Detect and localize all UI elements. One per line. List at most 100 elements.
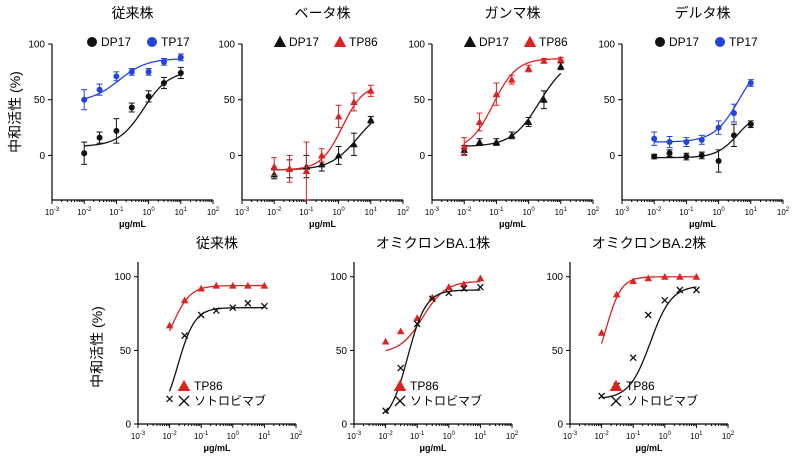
data-point <box>260 281 269 289</box>
data-point <box>367 116 375 123</box>
data-point <box>698 136 705 143</box>
data-point <box>302 167 311 175</box>
data-point <box>476 283 484 291</box>
legend-label: TP86 <box>349 35 378 49</box>
data-point <box>145 93 152 100</box>
legend-marker <box>609 379 623 391</box>
legend-marker <box>655 37 665 47</box>
data-point <box>460 280 468 288</box>
data-point <box>683 139 690 146</box>
data-point <box>644 274 653 282</box>
x-axis-label: μg/mL <box>419 443 447 453</box>
legend-label: TP86 <box>194 379 223 393</box>
data-point <box>428 293 437 301</box>
series-1 <box>651 120 754 173</box>
y-tick-label: 0 <box>609 151 615 162</box>
data-point <box>229 304 237 312</box>
y-tick-label: 50 <box>414 95 426 106</box>
x-axis-label: μg/mL <box>499 219 527 229</box>
y-tick-label: 0 <box>557 420 563 431</box>
y-tick-label: 0 <box>419 151 425 162</box>
chart-title: ガンマ株 <box>485 5 541 21</box>
x-tick-label: 10-1 <box>679 207 694 217</box>
data-point <box>128 68 135 75</box>
data-point <box>318 160 326 168</box>
series-1 <box>165 281 269 332</box>
data-point <box>181 332 189 340</box>
data-point <box>96 86 103 93</box>
x-tick-label: 101 <box>690 431 703 441</box>
data-point <box>629 277 637 285</box>
legend-marker <box>87 37 97 47</box>
x-tick-label: 101 <box>365 207 378 217</box>
x-tick-label: 100 <box>659 431 672 441</box>
y-tick-label: 0 <box>341 420 347 431</box>
legend-label: DP17 <box>289 35 319 49</box>
fit-curve <box>601 286 697 399</box>
data-point <box>730 132 737 139</box>
x-tick-label: 10-3 <box>45 207 60 217</box>
chart-panel-7: オミクロンBA.2株 0 50 100 10-3 10-2 10-1 100 101 102 μg/… <box>546 235 734 453</box>
data-point <box>524 64 533 72</box>
data-point <box>644 311 652 319</box>
x-tick-label: 10-3 <box>131 431 146 441</box>
legend-marker <box>333 35 347 47</box>
data-point <box>270 162 278 170</box>
data-point <box>160 80 167 86</box>
data-point <box>81 96 88 103</box>
data-point <box>492 90 501 98</box>
legend-label: ソトロビマブ <box>410 393 482 408</box>
data-point <box>113 73 120 80</box>
data-point <box>396 327 405 335</box>
data-point <box>730 110 737 117</box>
x-tick-label: 102 <box>290 431 303 441</box>
chart-panel-5: 従来株 0 50 100 10-3 10-2 10-1 100 101 102 μg/mL TP86ソ… <box>114 235 302 453</box>
series-1 <box>597 272 701 344</box>
data-point <box>475 118 484 125</box>
data-point <box>715 124 722 131</box>
y-tick-label: 100 <box>218 40 235 51</box>
data-point <box>145 68 152 75</box>
x-tick-label: 100 <box>332 207 345 217</box>
data-point <box>683 153 690 160</box>
data-point <box>413 320 421 328</box>
x-tick-label: 10-1 <box>489 207 504 217</box>
x-tick-label: 102 <box>207 207 220 217</box>
x-tick-label: 100 <box>522 207 535 217</box>
legend-marker <box>463 35 477 47</box>
y-tick-label: 50 <box>34 95 46 106</box>
x-tick-label: 10-1 <box>109 207 124 217</box>
data-point <box>81 150 88 157</box>
data-point <box>166 395 174 403</box>
data-point <box>460 285 468 292</box>
y-tick-label: 0 <box>125 420 131 431</box>
data-point <box>508 75 516 83</box>
data-point <box>597 328 606 336</box>
data-point <box>692 286 700 294</box>
x-axis-label: μg/mL <box>119 219 147 229</box>
y-tick-label: 100 <box>114 272 131 283</box>
y-tick-label: 50 <box>604 95 616 106</box>
y-tick-label: 100 <box>546 272 563 283</box>
chart-title: オミクロンBA.2株 <box>592 235 706 251</box>
data-point <box>557 62 565 70</box>
legend-label: TP86 <box>626 379 655 393</box>
fit-curve <box>385 280 481 352</box>
y-tick-label: 100 <box>408 40 425 51</box>
x-tick-label: 100 <box>443 431 456 441</box>
data-point <box>698 152 705 159</box>
x-tick-label: 10-3 <box>615 207 630 217</box>
chart-title: デルタ株 <box>675 5 731 21</box>
x-tick-label: 102 <box>777 207 790 217</box>
row2-y-axis-label: 中和活性 (%) <box>89 306 105 388</box>
legend-label: TP86 <box>410 379 439 393</box>
data-point <box>334 112 343 120</box>
x-tick-label: 10-3 <box>347 431 362 441</box>
x-tick-label: 10-1 <box>410 431 425 441</box>
legend-marker <box>273 35 287 47</box>
legend: DP17 TP86 <box>273 35 378 49</box>
data-point <box>160 58 167 65</box>
